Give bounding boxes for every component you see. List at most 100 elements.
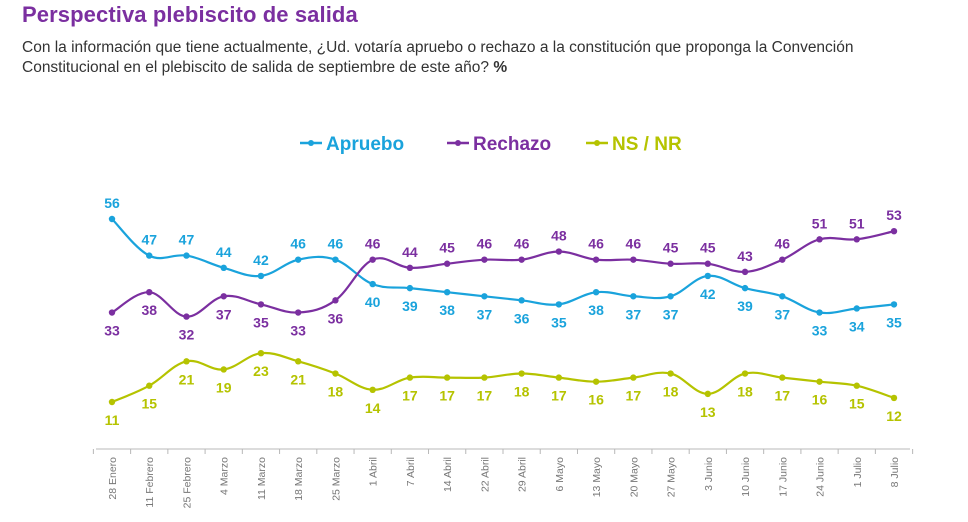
data-point <box>704 390 712 398</box>
data-point <box>257 350 265 357</box>
x-tick-label: 11 Marzo <box>256 457 268 500</box>
data-label: 47 <box>179 232 195 248</box>
data-label: 37 <box>774 306 790 322</box>
data-label: 35 <box>886 314 902 330</box>
data-point <box>741 370 749 377</box>
data-label: 18 <box>514 384 530 400</box>
data-label: 51 <box>812 215 828 231</box>
x-tick-label: 24 Junio <box>815 457 827 497</box>
data-label: 44 <box>216 244 232 260</box>
data-label: 38 <box>141 302 157 318</box>
data-point <box>592 256 600 263</box>
data-label: 46 <box>477 236 493 252</box>
data-point <box>369 256 376 263</box>
data-label: 19 <box>216 379 232 395</box>
data-point <box>406 264 414 271</box>
x-tick-label: 6 Mayo <box>554 457 566 492</box>
data-label: 36 <box>514 310 530 326</box>
x-tick-label: 8 Julio <box>889 457 901 488</box>
data-point <box>108 309 116 316</box>
data-label: 53 <box>886 207 902 223</box>
legend-marker <box>455 140 461 146</box>
data-point <box>481 374 488 381</box>
data-point <box>853 305 860 312</box>
data-point <box>257 301 265 308</box>
data-label: 37 <box>626 306 642 322</box>
data-label: 46 <box>626 236 642 252</box>
data-point <box>741 268 749 276</box>
data-label: 33 <box>812 323 828 339</box>
question-text: Con la información que tiene actualmente… <box>22 39 854 76</box>
data-label: 44 <box>402 244 418 260</box>
x-tick-label: 25 Febrero <box>181 457 193 509</box>
data-label: 45 <box>663 240 679 256</box>
data-label: 46 <box>514 236 530 252</box>
data-label: 14 <box>365 400 381 416</box>
x-tick-label: 25 Marzo <box>330 457 342 501</box>
data-point <box>294 256 302 263</box>
data-point <box>220 366 227 373</box>
series-line <box>111 218 895 315</box>
data-point <box>406 374 414 381</box>
x-tick-label: 22 Abril <box>479 457 491 492</box>
x-tick-label: 10 Junio <box>740 457 752 497</box>
x-tick-label: 14 Abril <box>442 457 454 492</box>
data-point <box>294 309 302 316</box>
data-label: 32 <box>179 327 195 343</box>
data-label: 15 <box>141 396 157 412</box>
series-1: 33 38 32 37 35 33 36 46 44 45 46 46 48 46 46 45 45 43 46 51… <box>104 207 902 342</box>
x-tick-label: 17 Junio <box>777 457 789 497</box>
data-label: 15 <box>849 396 865 412</box>
data-label: 18 <box>663 384 679 400</box>
data-point <box>220 264 227 271</box>
data-label: 45 <box>700 240 716 256</box>
data-label: 46 <box>588 236 604 252</box>
data-point <box>369 386 376 393</box>
data-label: 18 <box>737 384 753 400</box>
x-tick-label: 29 Abril <box>517 457 529 492</box>
page-title: Perspectiva plebiscito de salida <box>22 2 358 27</box>
legend-marker <box>594 140 600 146</box>
data-label: 16 <box>812 392 828 408</box>
data-label: 56 <box>104 195 120 211</box>
data-point <box>443 289 451 296</box>
data-point <box>294 358 302 365</box>
data-label: 17 <box>477 388 493 404</box>
data-point <box>443 260 451 267</box>
data-label: 38 <box>439 302 455 318</box>
data-point <box>853 236 860 243</box>
data-label: 12 <box>886 408 902 424</box>
data-label: 46 <box>328 236 344 252</box>
data-label: 48 <box>551 228 567 244</box>
data-label: 17 <box>774 388 790 404</box>
data-point <box>630 293 637 300</box>
series-line <box>111 230 895 318</box>
data-point <box>816 236 823 243</box>
data-point <box>555 301 563 308</box>
data-point <box>704 272 712 280</box>
data-point <box>183 313 190 320</box>
data-point <box>146 252 153 259</box>
data-label: 46 <box>290 236 306 252</box>
data-point <box>332 370 339 377</box>
data-point <box>518 256 525 263</box>
x-tick-label: 28 Enero <box>107 457 119 500</box>
x-tick-label: 4 Marzo <box>219 457 231 495</box>
data-label: 42 <box>700 286 716 302</box>
data-point <box>257 272 265 280</box>
legend-item-0: Apruebo <box>300 134 404 155</box>
data-label: 43 <box>737 248 753 264</box>
data-label: 51 <box>849 215 865 231</box>
legend-item-1: Rechazo <box>447 134 551 155</box>
data-point <box>481 256 488 263</box>
data-label: 33 <box>290 323 306 339</box>
x-tick-label: 20 Mayo <box>628 457 640 497</box>
data-point <box>630 256 637 263</box>
data-label: 35 <box>253 314 269 330</box>
x-tick-label: 27 Mayo <box>666 457 678 497</box>
series-line <box>111 351 895 404</box>
data-point <box>518 370 525 377</box>
